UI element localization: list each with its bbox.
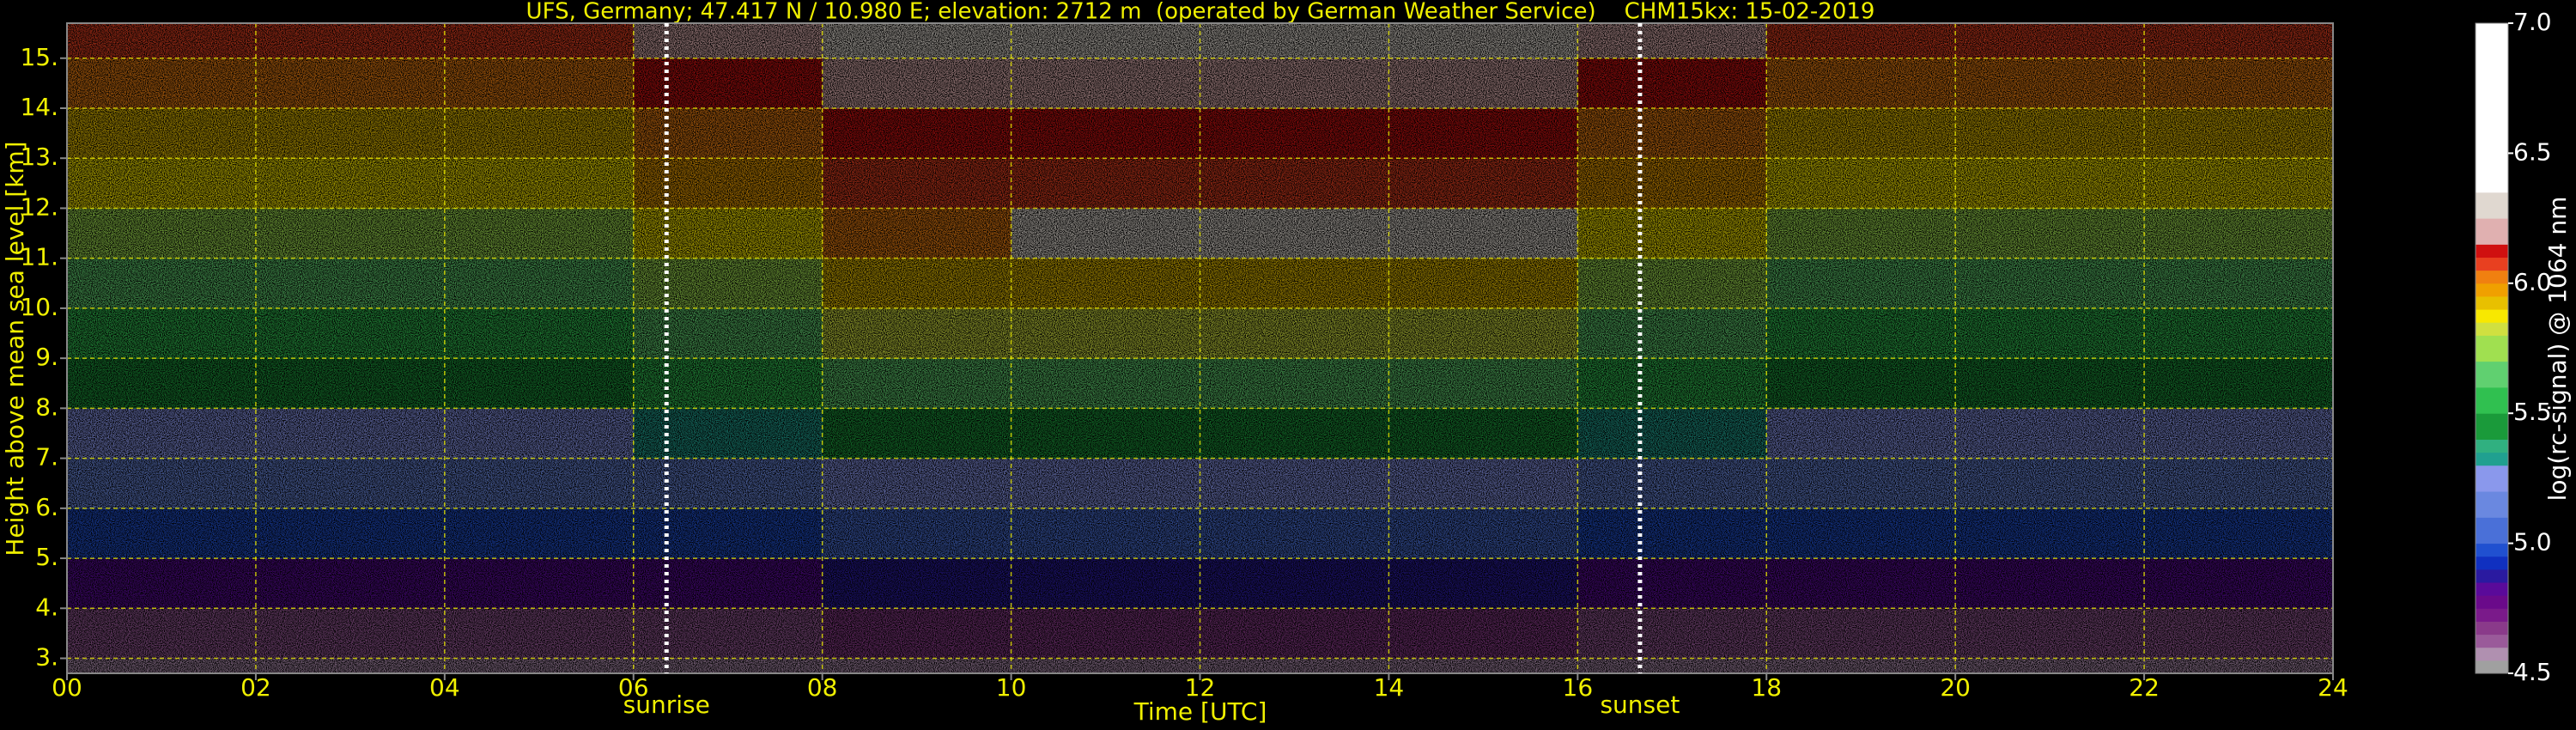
colorbar-tick-label: 6.5 bbox=[2513, 137, 2552, 166]
colorbar-segment bbox=[2476, 647, 2508, 661]
x-tick-label: 00 bbox=[52, 673, 82, 702]
colorbar-segment bbox=[2476, 257, 2508, 271]
x-tick-label: 04 bbox=[429, 673, 460, 702]
colorbar-frame bbox=[2475, 22, 2509, 674]
colorbar-label: log(rc-signal) @ 1064 nm bbox=[2543, 197, 2572, 502]
x-tick-label: 06 bbox=[618, 673, 649, 702]
y-tick-label: 11. bbox=[20, 243, 58, 271]
x-tick-label: 02 bbox=[240, 673, 271, 702]
colorbar-segment bbox=[2476, 556, 2508, 570]
colorbar-segment bbox=[2476, 192, 2508, 219]
colorbar-segment bbox=[2476, 270, 2508, 284]
y-tick-label: 14. bbox=[20, 93, 58, 121]
x-axis-label: Time [UTC] bbox=[1133, 697, 1267, 726]
colorbar-tick-label: 7.0 bbox=[2513, 8, 2552, 36]
y-tick-label: 9. bbox=[35, 343, 58, 371]
colorbar-segment bbox=[2476, 634, 2508, 648]
y-tick-label: 4. bbox=[35, 593, 58, 621]
colorbar-segment bbox=[2476, 218, 2508, 245]
y-tick-label: 8. bbox=[35, 392, 58, 421]
colorbar-segment bbox=[2476, 361, 2508, 388]
x-tick-label: 22 bbox=[2129, 673, 2160, 702]
y-tick-label: 5. bbox=[35, 543, 58, 571]
colorbar-segment bbox=[2476, 322, 2508, 336]
colorbar-segment bbox=[2476, 452, 2508, 466]
colorbar-segment bbox=[2476, 386, 2508, 414]
colorbar-segment bbox=[2476, 517, 2508, 544]
x-tick-label: 08 bbox=[807, 673, 838, 702]
colorbar-segment bbox=[2476, 569, 2508, 583]
colorbar-segment bbox=[2476, 543, 2508, 557]
chart-title: UFS, Germany; 47.417 N / 10.980 E; eleva… bbox=[526, 0, 1875, 25]
colorbar-segment bbox=[2476, 309, 2508, 323]
colorbar-segment bbox=[2476, 621, 2508, 636]
x-tick-label: 20 bbox=[1940, 673, 1971, 702]
colorbar-segment bbox=[2476, 23, 2508, 193]
y-axis-label: Height above mean sea level [km] bbox=[1, 141, 29, 556]
x-tick-label: 12 bbox=[1185, 673, 1216, 702]
x-tick-label: 18 bbox=[1751, 673, 1782, 702]
x-tick-label: 14 bbox=[1374, 673, 1405, 702]
plot-frame bbox=[66, 22, 2334, 674]
colorbar-segment bbox=[2476, 595, 2508, 609]
annotation-label: sunrise bbox=[623, 690, 710, 719]
colorbar-tick-label: 5.5 bbox=[2513, 398, 2552, 426]
grid bbox=[66, 23, 2334, 673]
y-tick-label: 6. bbox=[35, 493, 58, 521]
x-tick-label: 16 bbox=[1563, 673, 1594, 702]
colorbar-segment bbox=[2476, 439, 2508, 453]
colorbar-segment bbox=[2476, 582, 2508, 596]
colorbar-tick-label: 4.5 bbox=[2513, 658, 2552, 686]
colorbar-segment bbox=[2476, 283, 2508, 297]
y-tick-label: 12. bbox=[20, 192, 58, 221]
colorbar-segment bbox=[2476, 295, 2508, 310]
y-tick-label: 7. bbox=[35, 443, 58, 471]
colorbar-segment bbox=[2476, 335, 2508, 362]
y-tick-label: 3. bbox=[35, 643, 58, 672]
colorbar-segment bbox=[2476, 608, 2508, 622]
colorbar-segment bbox=[2476, 660, 2508, 674]
y-tick-label: 10. bbox=[20, 293, 58, 321]
y-tick-label: 15. bbox=[20, 43, 58, 71]
y-tick-label: 13. bbox=[20, 143, 58, 171]
colorbar-tick-label: 5.0 bbox=[2513, 528, 2552, 557]
annotation-label: sunset bbox=[1600, 690, 1680, 719]
x-tick-label: 10 bbox=[996, 673, 1027, 702]
x-tick-label: 24 bbox=[2318, 673, 2348, 702]
colorbar-segment bbox=[2476, 244, 2508, 259]
colorbar-segment bbox=[2476, 465, 2508, 492]
colorbar-tick-label: 6.0 bbox=[2513, 268, 2552, 296]
colorbar-segment bbox=[2476, 413, 2508, 440]
colorbar-segment bbox=[2476, 491, 2508, 518]
